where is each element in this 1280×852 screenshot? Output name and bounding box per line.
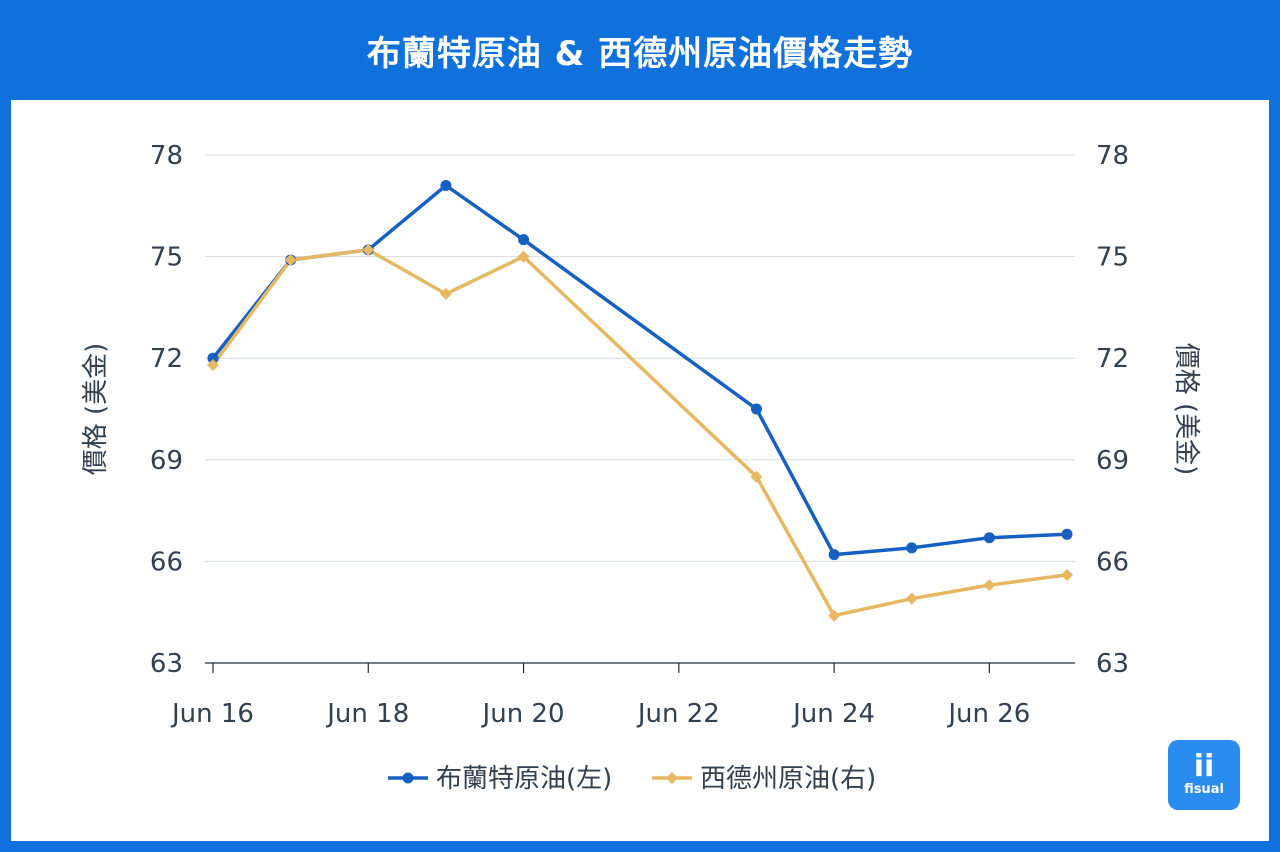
y-left-tick-label: 63 [150, 649, 183, 679]
y-left-axis-title: 價格 (美金) [81, 343, 111, 476]
x-tick-label: Jun 18 [325, 699, 409, 729]
y-right-tick-label: 75 [1096, 243, 1129, 273]
y-right-tick-label: 66 [1096, 547, 1129, 577]
data-point-2 [1061, 568, 1073, 581]
y-right-tick-label: 63 [1096, 649, 1129, 679]
y-left-tick-label: 75 [150, 243, 183, 273]
data-point-1 [983, 532, 995, 544]
x-tick-label: Jun 22 [636, 699, 720, 729]
grid-lines [205, 154, 1075, 664]
data-point-1 [207, 352, 219, 364]
x-tick-label: Jun 24 [791, 699, 875, 729]
chart-title-bar: 布蘭特原油 & 西德州原油價格走勢 [0, 0, 1280, 100]
data-point-1 [750, 403, 762, 415]
y-right-tick-label: 72 [1096, 344, 1129, 374]
data-point-2 [517, 250, 530, 263]
legend-label: 布蘭特原油(左) [436, 764, 612, 794]
legend-swatch-marker [666, 772, 678, 784]
data-point-1 [906, 542, 918, 554]
y-left-tick-label: 69 [150, 446, 183, 476]
y-right-axis-title: 價格 (美金) [1171, 343, 1201, 476]
series-markers [207, 179, 1073, 622]
fisual-logo-name: fisual [1184, 782, 1224, 797]
x-tick-label: Jun 20 [481, 699, 565, 729]
data-point-2 [983, 579, 996, 592]
data-point-2 [905, 592, 918, 605]
data-point-2 [207, 358, 219, 371]
series-lines [211, 183, 1068, 618]
y-left-tick-label: 66 [150, 547, 183, 577]
chart-panel [11, 100, 1269, 841]
data-point-2 [439, 287, 452, 300]
y-left-tick-label: 78 [150, 141, 183, 171]
x-tick-label: Jun 16 [170, 699, 254, 729]
data-point-1 [828, 549, 840, 561]
x-tick-label: Jun 26 [946, 699, 1030, 729]
right-y-axis: 63 66 69 72 75 78 價格 (美金) [1096, 141, 1201, 679]
x-axis: Jun 16 Jun 18 Jun 20 Jun 22 Jun 24 Jun 26 [170, 663, 1030, 729]
y-left-tick-label: 72 [150, 344, 183, 374]
chart-legend[interactable]: 布蘭特原油(左) 西德州原油(右) [388, 764, 876, 794]
data-point-2 [750, 470, 763, 483]
legend-swatch-marker [402, 772, 414, 784]
data-point-2 [362, 243, 375, 256]
fisual-logo: ii fisual [1168, 740, 1240, 810]
legend-label: 西德州原油(右) [700, 764, 876, 794]
data-point-2 [828, 609, 841, 622]
left-y-axis: 63 66 69 72 75 78 價格 (美金) [81, 141, 183, 679]
chart-title: 布蘭特原油 & 西德州原油價格走勢 [366, 33, 914, 74]
fisual-logo-mark: ii [1193, 749, 1215, 784]
data-point-1 [440, 179, 452, 191]
data-point-2 [284, 253, 297, 266]
y-right-tick-label: 78 [1096, 141, 1129, 171]
series-line-1 [211, 183, 1068, 557]
y-right-tick-label: 69 [1096, 446, 1129, 476]
data-point-1 [518, 234, 530, 246]
series-line-2 [211, 248, 1068, 618]
data-point-1 [1061, 528, 1073, 540]
